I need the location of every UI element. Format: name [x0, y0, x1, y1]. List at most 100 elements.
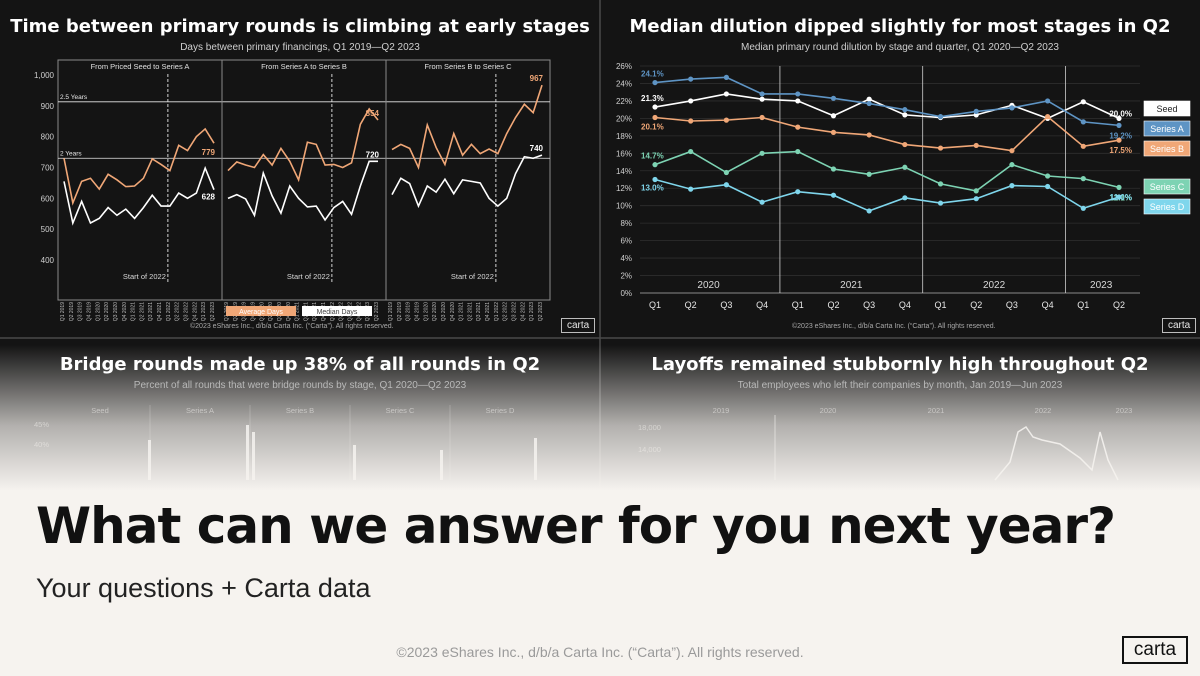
- chart2-point: [723, 117, 729, 123]
- chart1-ytick-label: 500: [41, 225, 55, 234]
- chart1-ytick-label: 1,000: [34, 71, 55, 80]
- chart2-point: [866, 100, 872, 107]
- chart1-xtick-label: Q3 2019: [406, 302, 412, 321]
- chart2-point: [759, 114, 765, 121]
- chart1-series-line: [63, 165, 215, 226]
- chart2-legend-swatch: [1143, 120, 1191, 137]
- chart2-ytick-label: 2%: [620, 272, 632, 281]
- chart2-point: [866, 132, 872, 138]
- chart1-xtick-label: Q2 2022: [175, 302, 181, 321]
- chart2-xtick-label: Q4: [756, 300, 768, 310]
- chart2-point: [688, 118, 694, 124]
- chart2-point: [1080, 176, 1086, 182]
- chart2-start-label: 20.1%: [641, 123, 664, 132]
- chart2-point: [902, 107, 908, 113]
- chart2-point: [652, 114, 658, 121]
- chart2-year-label: 2021: [840, 280, 863, 291]
- chart2-legend-swatch: [1143, 140, 1191, 157]
- chart1-series-line: [391, 154, 543, 209]
- chart1-xtick-label: Q1 2020: [423, 302, 429, 321]
- chart2-xtick-label: Q2: [1113, 300, 1125, 310]
- chart2-point: [652, 162, 658, 168]
- chart1-xtick-label: Q3 2022: [184, 302, 190, 321]
- chart2-year-label: 2020: [697, 280, 720, 291]
- chart2-point: [1116, 184, 1122, 190]
- chart1-xtick-label: Q1 2019: [60, 302, 66, 321]
- chart-median-dilution: 26% 24% 22% 20% 18% 16% 14% 12% 10% 8% 6% 4% 2% 0% 202…: [616, 62, 1191, 310]
- chart1-panel-label: From Series A to Series B: [261, 62, 347, 71]
- chart2-series-line: [654, 150, 1120, 192]
- chart1-xtick-label: Q2 2022: [503, 302, 509, 321]
- chart2-end-label: 20.0%: [1109, 109, 1132, 118]
- chart2-point: [830, 95, 837, 101]
- chart2-point: [795, 91, 801, 97]
- chart2-legend-swatch: [1143, 178, 1191, 195]
- chart4-subtitle: Total employees who left their companies…: [737, 380, 1063, 391]
- chart1-series-line: [227, 160, 378, 222]
- chart1-xtick-label: Q2 2023: [538, 302, 544, 321]
- chart2-point: [688, 76, 694, 82]
- chart2-point: [830, 192, 837, 198]
- chart2-point: [973, 108, 979, 114]
- chart1-legend-average: Average Days: [239, 309, 283, 316]
- chart2-ytick-label: 14%: [616, 167, 632, 176]
- chart2-point: [902, 195, 908, 201]
- chart1-reference-label: 2.5 Years: [60, 94, 88, 101]
- chart2-point: [795, 98, 801, 104]
- chart1-panel-label: From Priced Seed to Series A: [91, 62, 190, 71]
- chart2-ytick-label: 16%: [616, 149, 632, 158]
- chart2-point: [1045, 98, 1051, 104]
- chart1-legend-median: Median Days: [317, 309, 358, 316]
- chart1-copyright: ©2023 eShares Inc., d/b/a Carta Inc. (“C…: [190, 323, 394, 330]
- chart2-point: [1080, 99, 1086, 105]
- chart1-xtick-label: Q3 2022: [512, 302, 518, 321]
- chart2-point: [830, 113, 837, 119]
- chart2-point: [973, 142, 979, 149]
- chart1-xtick-label: Q4 2021: [485, 302, 491, 321]
- chart1-legend-median-swatch: [302, 306, 372, 316]
- chart1-series-line: [63, 127, 215, 206]
- chart2-point: [1116, 115, 1122, 121]
- chart2-xtick-label: Q4: [1042, 300, 1054, 310]
- chart2-point: [759, 150, 765, 156]
- chart2-xtick-label: Q3: [1006, 300, 1018, 310]
- chart2-legend-label: Series A: [1150, 124, 1184, 134]
- chart2-legend-swatch: [1143, 198, 1191, 215]
- chart1-end-label-median: 720: [366, 150, 380, 159]
- chart2-point: [937, 114, 944, 120]
- chart2-ytick-label: 10%: [616, 202, 632, 211]
- chart1-end-label-average: 779: [202, 148, 216, 157]
- chart4-title: Layoffs remained stubbornly high through…: [651, 354, 1149, 375]
- chart1-xtick-label: Q2 2023: [210, 302, 216, 321]
- chart2-point: [652, 176, 658, 183]
- chart2-ytick-label: 20%: [616, 114, 632, 123]
- chart2-start-label: 13.0%: [641, 184, 664, 193]
- chart1-reference-label: 2 Years: [60, 150, 82, 157]
- chart1-ytick-label: 400: [41, 256, 55, 265]
- chart2-point: [759, 91, 765, 97]
- chart1-xtick-label: Q2 2020: [104, 302, 110, 321]
- chart2-point: [723, 169, 729, 176]
- chart2-point: [937, 181, 944, 187]
- chart1-series-line: [227, 107, 379, 183]
- headline: What can we answer for you next year?: [36, 497, 1116, 555]
- chart2-carta-logo: carta: [1162, 318, 1197, 333]
- chart2-point: [1009, 105, 1015, 111]
- chart2-point: [866, 171, 872, 177]
- chart1-xtick-label: Q3 2021: [476, 302, 482, 321]
- chart2-ytick-label: 12%: [616, 184, 632, 193]
- chart1-xtick-label: Q3 2021: [148, 302, 154, 321]
- chart1-xtick-label: Q4 2019: [414, 302, 420, 321]
- chart1-annotation: Start of 2022: [451, 272, 494, 281]
- chart1-ytick-label: 600: [41, 194, 55, 203]
- chart2-point: [688, 98, 694, 104]
- chart2-xtick-label: Q4: [899, 300, 911, 310]
- chart1-xtick-label: Q2 2021: [139, 302, 145, 321]
- chart1-end-label-median: 628: [202, 193, 216, 202]
- chart1-series-line: [391, 84, 543, 171]
- chart1-carta-logo: carta: [561, 318, 596, 333]
- chart2-point: [937, 145, 944, 151]
- chart1-ytick-label: 700: [41, 164, 55, 173]
- chart1-xtick-label: Q1 2020: [95, 302, 101, 321]
